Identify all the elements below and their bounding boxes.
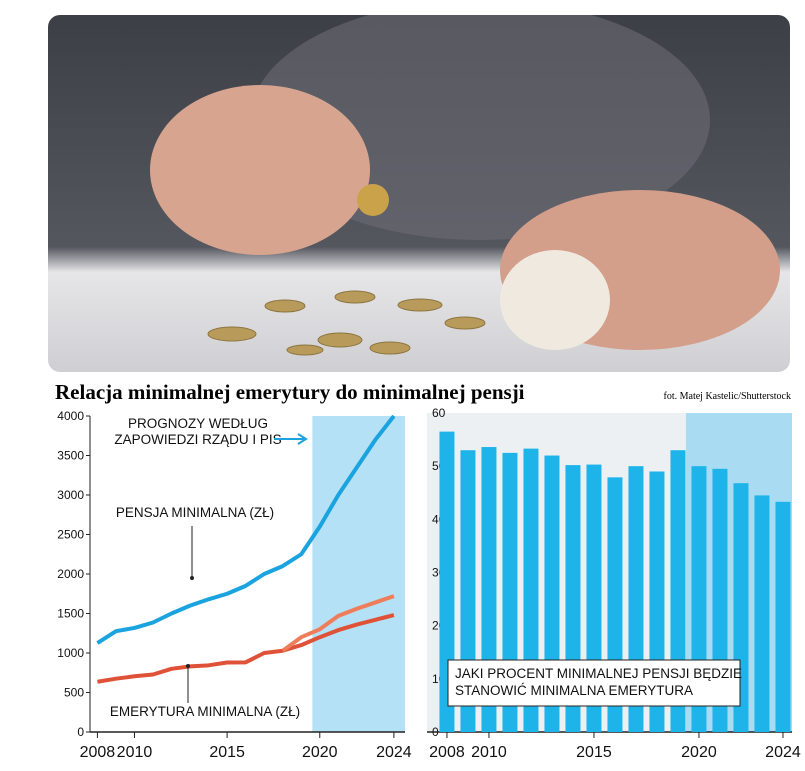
annotation: JAKI PROCENT MINIMALNEJ PENSJI BĘDZIE [455, 666, 742, 681]
x-tick-label: 2020 [681, 744, 717, 761]
x-tick-label: 2024 [765, 744, 801, 761]
photo [48, 15, 790, 372]
annotation: STANOWIĆ MINIMALNA EMERYTURA [455, 683, 693, 698]
y-tick-label: 0 [77, 725, 84, 739]
series-line [97, 613, 395, 684]
annotation: ZAPOWIEDZI RZĄDU I PIS [114, 432, 281, 447]
annotation: PROGNOZY WEDŁUG [128, 416, 268, 431]
title: Relacja minimalnej emerytury do minimaln… [55, 380, 525, 404]
x-tick-label: 2024 [376, 744, 412, 761]
series-label: PENSJA MINIMALNA (ZŁ) [116, 505, 274, 520]
x-tick-label: 2020 [302, 744, 338, 761]
y-tick-label: 4000 [57, 409, 84, 423]
y-tick-label: 500 [64, 686, 84, 700]
y-tick-label: 3500 [57, 449, 84, 463]
y-tick-label: 2500 [57, 528, 84, 542]
x-tick-label: 2015 [209, 744, 245, 761]
y-tick-label: 1500 [57, 607, 84, 621]
bar [439, 431, 455, 732]
leader-dot [186, 664, 190, 668]
bar [775, 501, 791, 732]
leader-dot [190, 576, 194, 580]
x-tick-label: 2015 [576, 744, 612, 761]
x-tick-label: 2010 [117, 744, 153, 761]
series-line [281, 594, 395, 653]
x-tick-label: 2008 [80, 744, 116, 761]
annotation-arrow [274, 433, 308, 445]
x-tick-label: 2010 [471, 744, 507, 761]
series-line [96, 414, 396, 645]
forecast-shade [312, 416, 405, 732]
series-label: EMERYTURA MINIMALNA (ZŁ) [110, 704, 300, 719]
annotation-box [447, 659, 741, 707]
photo-credit: fot. Matej Kastelic/Shutterstock [664, 391, 791, 402]
y-tick-label: 60 [432, 406, 446, 420]
y-tick-label: 3000 [57, 488, 84, 502]
y-tick-label: 1000 [57, 646, 84, 660]
bar [754, 495, 770, 732]
x-tick-label: 2008 [429, 744, 465, 761]
y-tick-label: 2000 [57, 567, 84, 581]
